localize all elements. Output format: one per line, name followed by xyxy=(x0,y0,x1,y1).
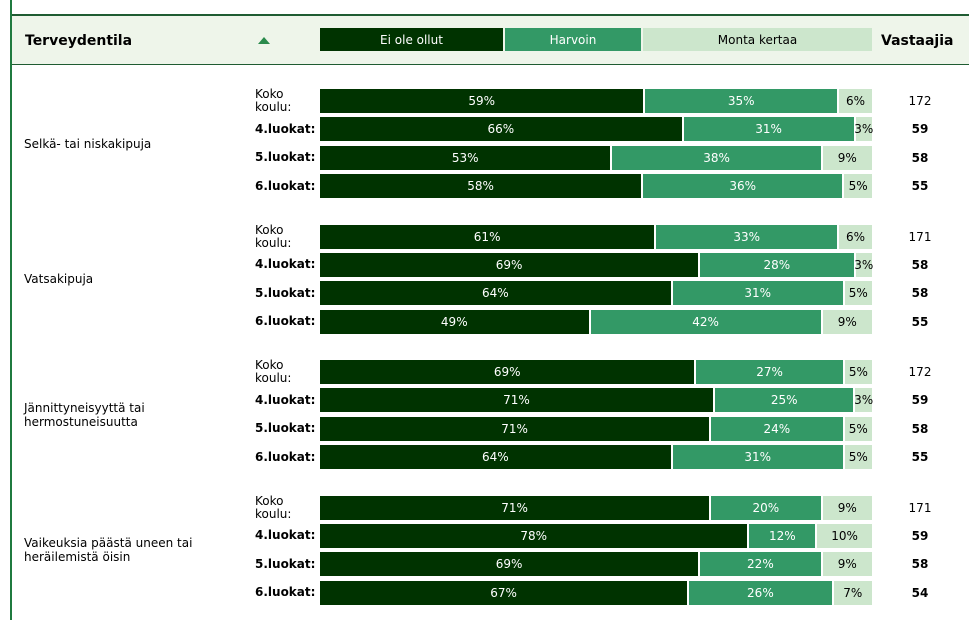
legend-often: Monta kertaa xyxy=(643,28,872,51)
bar-segment: 5% xyxy=(844,416,872,441)
bar-segment: 66% xyxy=(320,117,682,142)
bar-segment: 5% xyxy=(844,360,872,384)
bar-segment: 28% xyxy=(700,252,854,277)
bar-segment: 69% xyxy=(320,252,699,277)
bar-segment: 42% xyxy=(590,309,821,334)
row-label: Koko koulu: xyxy=(255,493,292,521)
topic-label: Selkä- tai niskakipuja xyxy=(24,136,152,151)
bar-segment: 5% xyxy=(844,281,872,306)
bar-segment: 3% xyxy=(854,388,873,413)
bar-segment: 12% xyxy=(749,523,816,548)
row-label: 4.luokat: xyxy=(255,392,316,407)
topic-label: Jännittyneisyyttä tai hermostuneisuutta xyxy=(24,400,145,429)
legend-never: Ei ole ollut xyxy=(320,28,503,51)
table-header: Terveydentila Ei ole ollut Harvoin Monta… xyxy=(12,14,969,65)
bar-segment: 35% xyxy=(645,89,838,113)
left-border xyxy=(10,0,12,620)
bar-segment: 71% xyxy=(320,388,713,413)
bar-segment: 9% xyxy=(822,145,872,170)
row-label: 6.luokat: xyxy=(255,178,316,193)
bar-segment: 53% xyxy=(320,145,611,170)
topic-label: Vaikeuksia päästä uneen tai heräilemistä… xyxy=(24,536,193,565)
bar-segment: 31% xyxy=(672,445,843,470)
bar-segment: 69% xyxy=(320,552,699,577)
respondent-count: 55 xyxy=(911,314,929,329)
respondent-count: 58 xyxy=(911,421,929,436)
row-label: 5.luokat: xyxy=(255,556,316,571)
bar-segment: 64% xyxy=(320,281,671,306)
row-label: 6.luokat: xyxy=(255,585,316,600)
bar-segment: 5% xyxy=(844,445,872,470)
respondent-count: 55 xyxy=(911,179,929,194)
row-label: 4.luokat: xyxy=(255,121,316,136)
respondent-count: 55 xyxy=(911,450,929,465)
bar-segment: 64% xyxy=(320,445,671,470)
bar-segment: 36% xyxy=(643,174,843,199)
respondent-count: 58 xyxy=(911,257,929,272)
row-label: 5.luokat: xyxy=(255,150,316,165)
bar-segment: 9% xyxy=(822,552,872,577)
row-label: 5.luokat: xyxy=(255,285,316,300)
bar-segment: 71% xyxy=(320,495,710,520)
respondent-count: 59 xyxy=(911,528,929,543)
row-label: 6.luokat: xyxy=(255,449,316,464)
bar-segment: 33% xyxy=(656,224,838,249)
bar-segment: 71% xyxy=(320,416,710,441)
respondent-count: 58 xyxy=(911,286,929,301)
bar-segment: 78% xyxy=(320,523,748,548)
bar-segment: 9% xyxy=(822,309,872,334)
respondent-count: 58 xyxy=(911,150,929,165)
bar-segment: 69% xyxy=(320,360,695,384)
bar-segment: 9% xyxy=(822,495,872,520)
bar-segment: 6% xyxy=(839,224,872,249)
topic-label: Vatsakipuja xyxy=(24,272,94,287)
bar-segment: 22% xyxy=(700,552,821,577)
bar-segment: 25% xyxy=(715,388,854,413)
row-label: 5.luokat: xyxy=(255,421,316,436)
bar-segment: 10% xyxy=(817,523,872,548)
row-label: 4.luokat: xyxy=(255,257,316,272)
bar-segment: 67% xyxy=(320,580,688,605)
bar-segment: 31% xyxy=(672,281,843,306)
row-label: 4.luokat: xyxy=(255,528,316,543)
bar-segment: 6% xyxy=(839,89,872,113)
respondent-count: 59 xyxy=(911,393,929,408)
row-label: Koko koulu: xyxy=(255,358,292,385)
bar-segment: 38% xyxy=(612,145,821,170)
bar-segment: 3% xyxy=(854,117,873,142)
row-label: Koko koulu: xyxy=(255,222,292,250)
respondent-count: 172 xyxy=(908,365,932,379)
bar-segment: 58% xyxy=(320,174,642,199)
bar-segment: 7% xyxy=(833,580,872,605)
bar-segment: 49% xyxy=(320,309,589,334)
legend-rarely: Harvoin xyxy=(505,28,641,51)
respondent-count: 58 xyxy=(911,557,929,572)
row-label: Koko koulu: xyxy=(255,87,292,114)
bar-segment: 31% xyxy=(683,117,854,142)
respondent-count: 172 xyxy=(908,94,932,108)
bar-segment: 59% xyxy=(320,89,644,113)
respondent-count: 59 xyxy=(911,122,929,137)
respondent-count: 171 xyxy=(908,229,932,244)
row-label: 6.luokat: xyxy=(255,314,316,329)
bar-segment: 61% xyxy=(320,224,655,249)
bar-segment: 5% xyxy=(844,174,872,199)
bar-segment: 20% xyxy=(711,495,821,520)
respondent-count: 54 xyxy=(911,585,929,600)
bar-segment: 27% xyxy=(696,360,843,384)
sort-ascending-icon[interactable] xyxy=(258,37,270,44)
respondent-count: 171 xyxy=(908,500,932,515)
column-header-health[interactable]: Terveydentila xyxy=(25,33,133,49)
bar-segment: 26% xyxy=(689,580,832,605)
bar-segment: 24% xyxy=(711,416,843,441)
column-header-respondents: Vastaajia xyxy=(881,33,954,49)
bar-segment: 3% xyxy=(854,252,873,277)
